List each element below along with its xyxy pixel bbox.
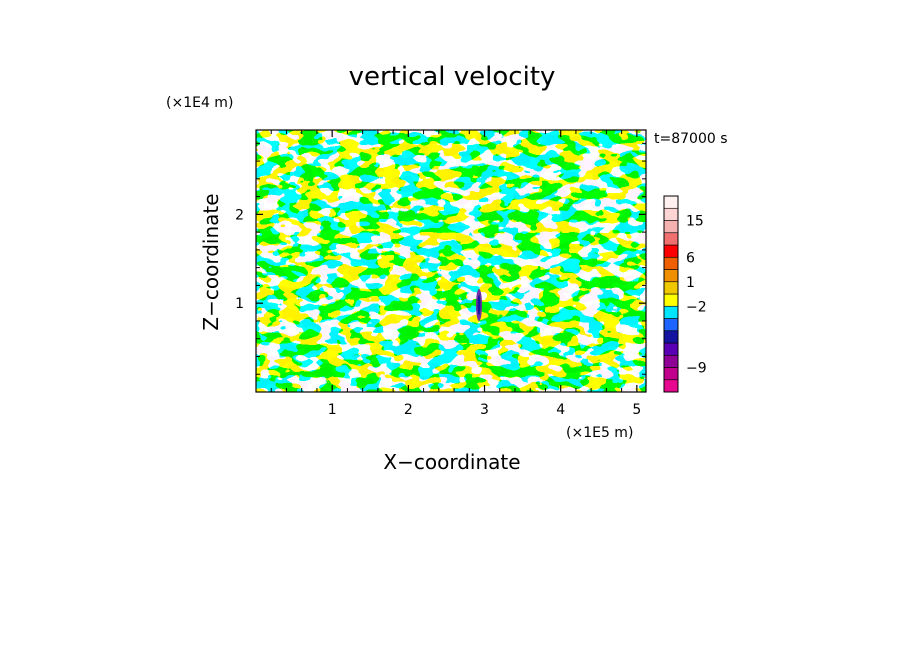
x-axis-ticks: 1 2 3 4 5 — [270, 130, 641, 418]
colorbar-swatch — [663, 232, 679, 246]
y-tick-label: 2 — [235, 207, 244, 223]
x-tick-label: 4 — [556, 402, 565, 418]
x-tick-label: 5 — [632, 402, 641, 418]
x-tick-label: 3 — [480, 402, 489, 418]
colorbar-swatch — [663, 293, 679, 307]
colorbar-swatch — [663, 330, 679, 344]
x-unit-label: (×1E5 m) — [566, 425, 633, 441]
colorbar-swatch — [663, 281, 679, 295]
colorbar-label: 15 — [686, 214, 704, 230]
colorbar-swatch — [663, 220, 679, 234]
colorbar-swatch — [663, 379, 679, 393]
colorbar-label: −2 — [686, 299, 707, 315]
y-axis-ticks: 12 — [235, 142, 646, 375]
y-unit-label: (×1E4 m) — [166, 95, 233, 111]
x-tick-label: 2 — [404, 402, 413, 418]
colorbar-swatch — [663, 342, 679, 356]
x-axis-label: X−coordinate — [383, 450, 520, 474]
y-axis-label: Z−coordinate — [199, 193, 223, 330]
contour-field — [256, 130, 646, 392]
colorbar-swatch — [663, 305, 679, 319]
colorbar-swatch — [663, 256, 679, 270]
colorbar-swatch — [663, 207, 679, 221]
colorbar-swatch — [663, 244, 679, 258]
chart-title: vertical velocity — [349, 62, 556, 92]
updraft-core-inner — [477, 295, 481, 315]
colorbar-swatch — [663, 195, 679, 209]
contour-fill — [256, 130, 646, 392]
y-tick-label: 1 — [235, 296, 244, 312]
colorbar-frame — [663, 195, 679, 393]
colorbar-swatch — [663, 269, 679, 283]
colorbar-swatch — [663, 354, 679, 368]
colorbar-swatch — [663, 318, 679, 332]
x-tick-label: 1 — [328, 402, 337, 418]
colorbar-swatch — [663, 367, 679, 381]
time-label: t=87000 s — [654, 131, 728, 147]
colorbar-label: 6 — [686, 250, 695, 266]
plot-frame — [255, 129, 647, 393]
colorbar-label: −9 — [686, 361, 707, 377]
colorbar: −9 −2 1 6 15 — [663, 195, 707, 393]
colorbar-label: 1 — [686, 275, 695, 291]
